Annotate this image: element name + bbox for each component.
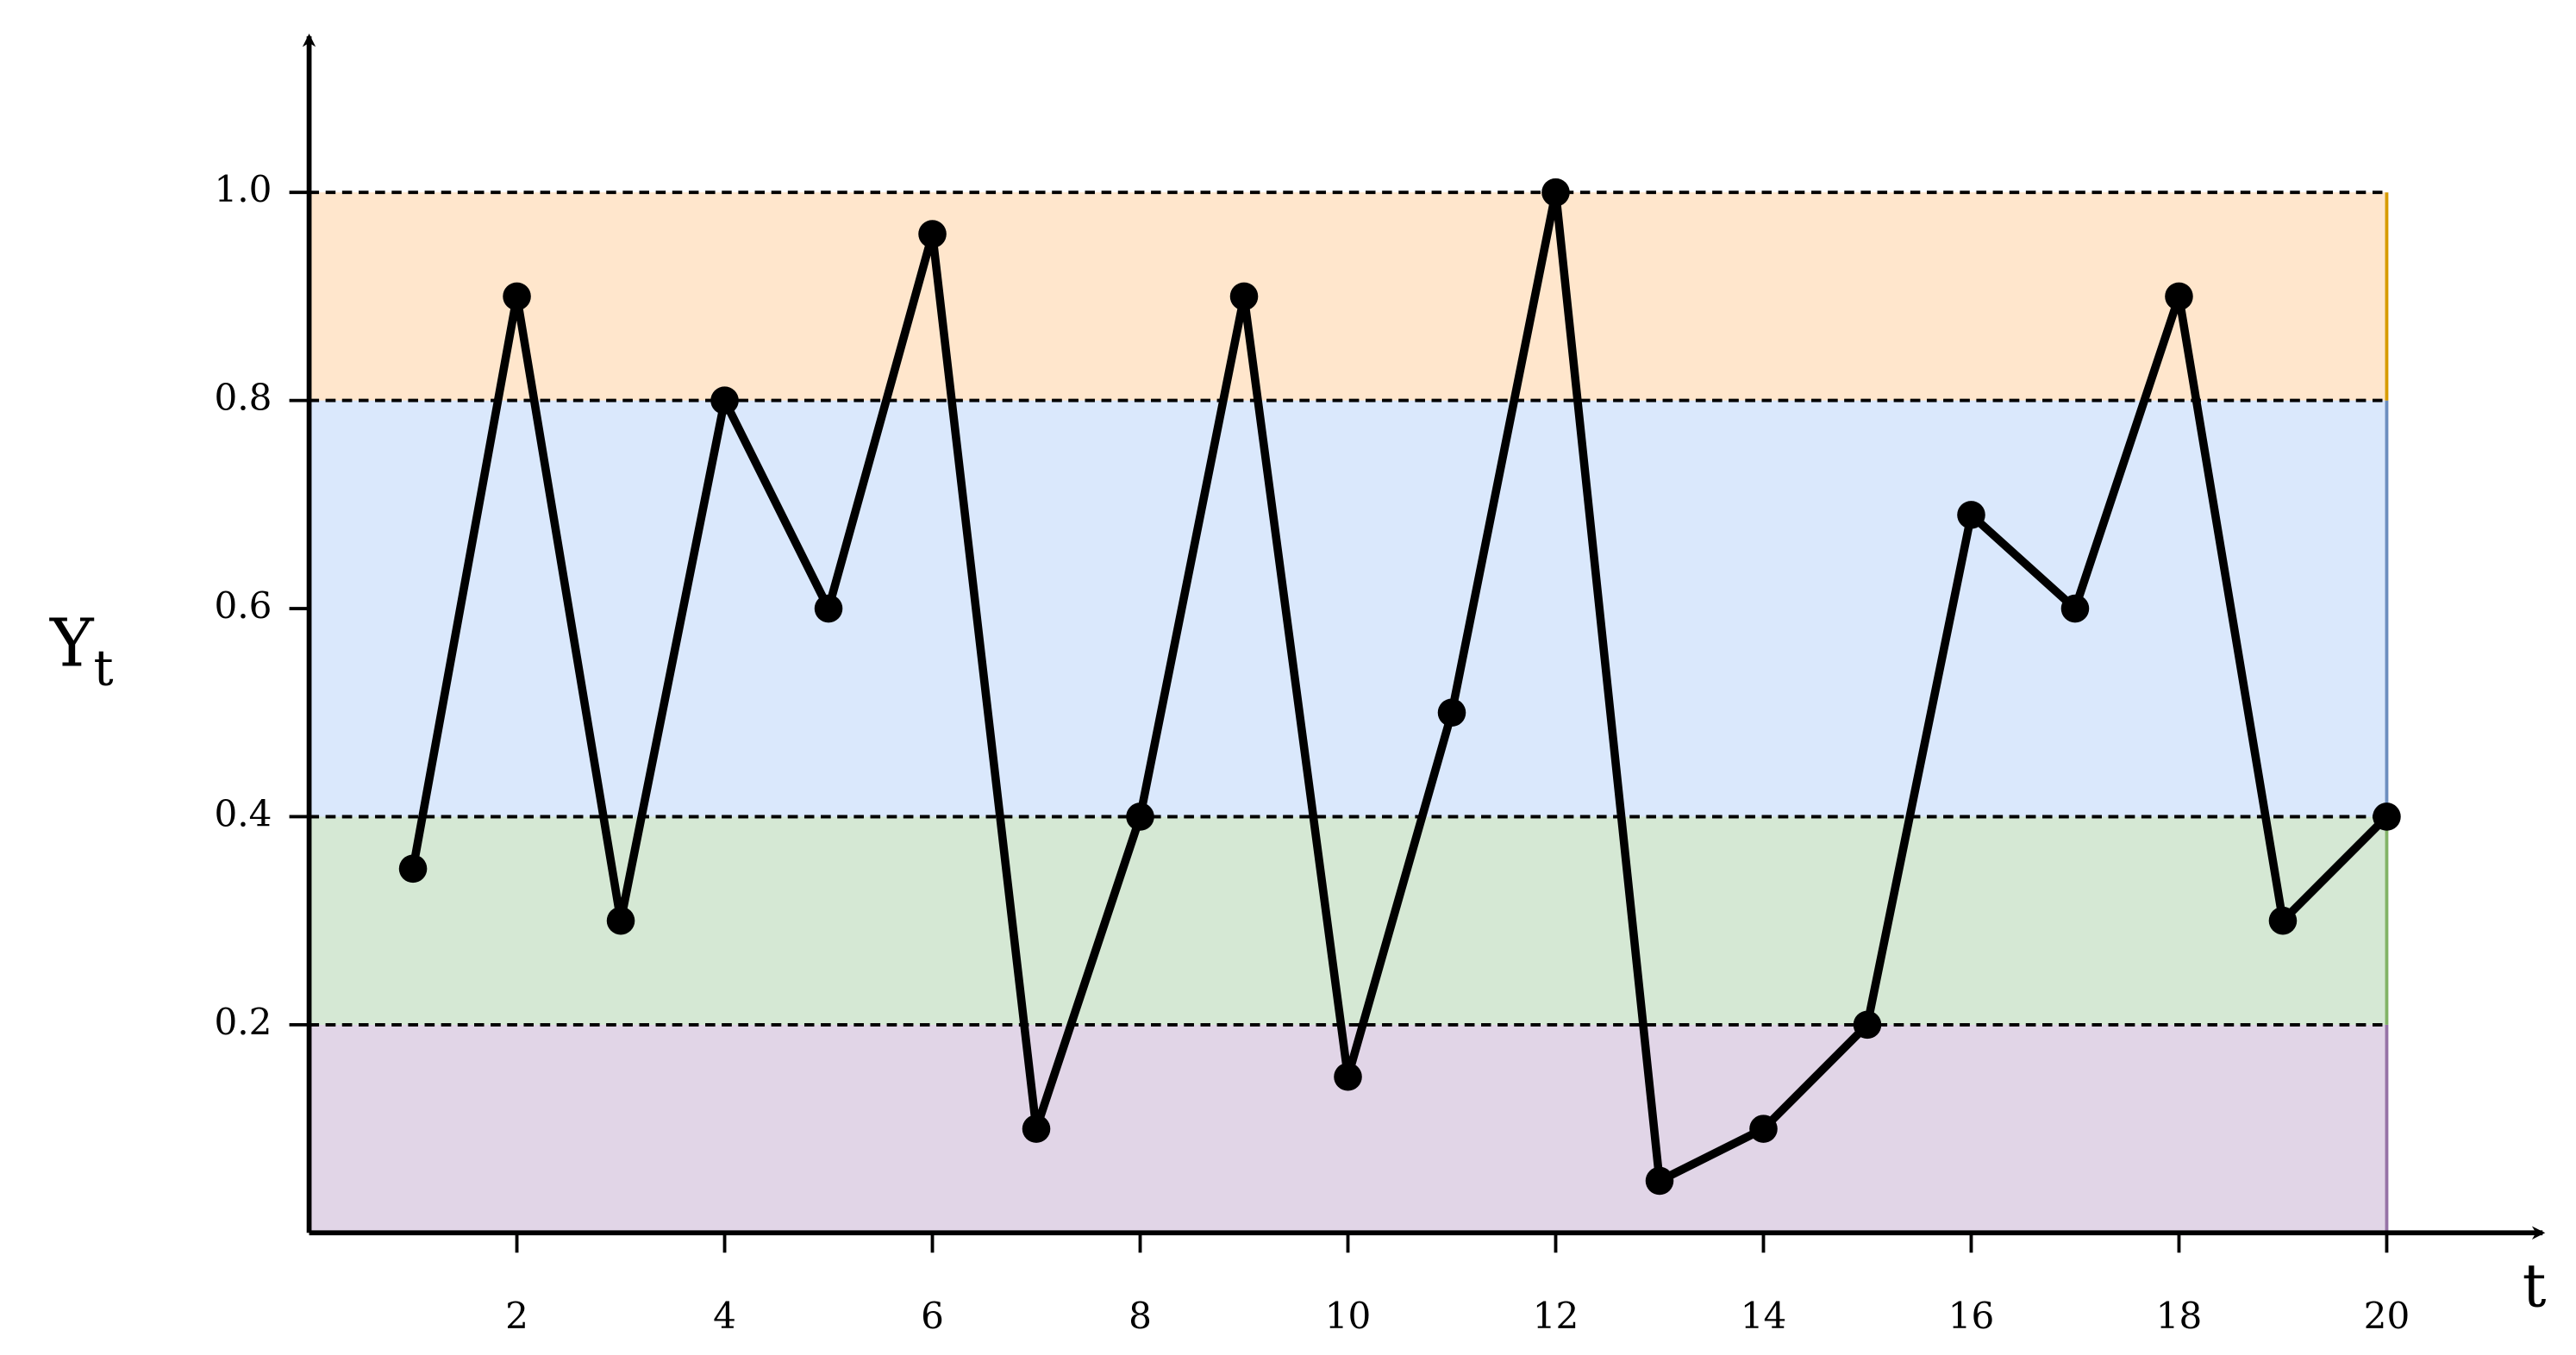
data-point xyxy=(2373,802,2401,831)
band xyxy=(309,192,2387,401)
plot xyxy=(398,178,2401,1196)
data-point xyxy=(1957,501,1985,529)
x-tick-label: 16 xyxy=(1948,1295,1995,1337)
x-tick-label: 14 xyxy=(1741,1295,1787,1337)
band xyxy=(309,816,2387,1025)
y-axis-label-subscript: t xyxy=(94,639,114,696)
data-point xyxy=(2060,594,2090,623)
data-point xyxy=(2268,906,2298,935)
x-tick-label: 10 xyxy=(1325,1295,1372,1337)
x-tick-label: 4 xyxy=(713,1295,736,1337)
data-point xyxy=(710,386,739,415)
data-point xyxy=(2165,282,2193,311)
data-point xyxy=(814,594,843,623)
data-point xyxy=(1334,1062,1362,1091)
x-tick-label: 8 xyxy=(1129,1295,1152,1337)
x-tick-label: 6 xyxy=(921,1295,944,1337)
series-line xyxy=(409,191,2390,1188)
bands xyxy=(309,190,2389,1233)
y-tick-label: 1.0 xyxy=(214,168,272,210)
y-tick-label: 0.2 xyxy=(214,1001,272,1043)
data-point xyxy=(606,906,635,935)
data-point xyxy=(1437,698,1466,727)
data-point xyxy=(398,854,428,884)
y-axis-label: Yt xyxy=(49,605,114,696)
data-point xyxy=(1541,178,1570,207)
data-point xyxy=(503,282,531,311)
data-point xyxy=(1645,1166,1674,1196)
y-axis-label-main: Y xyxy=(49,605,95,682)
x-tick-label: 2 xyxy=(505,1295,528,1337)
data-point xyxy=(1749,1115,1778,1143)
data-point xyxy=(918,220,947,248)
x-axis-label: t xyxy=(2523,1252,2547,1321)
data-point xyxy=(1229,282,1259,311)
data-point xyxy=(1853,1010,1882,1040)
x-tick-label: 18 xyxy=(2156,1295,2203,1337)
data-point xyxy=(1022,1115,1051,1143)
x-tick-label: 12 xyxy=(1533,1295,1579,1337)
y-tick-label: 0.4 xyxy=(214,792,272,834)
ticks: 2 4 6 8 10 12 14 16 18 20 0.2 0.4 0.6 0.8 1.0 xyxy=(214,34,2546,1337)
x-tick-label: 20 xyxy=(2364,1295,2410,1337)
data-point xyxy=(1126,802,1154,831)
y-tick-label: 0.6 xyxy=(214,584,272,627)
y-tick-label: 0.8 xyxy=(214,377,272,419)
